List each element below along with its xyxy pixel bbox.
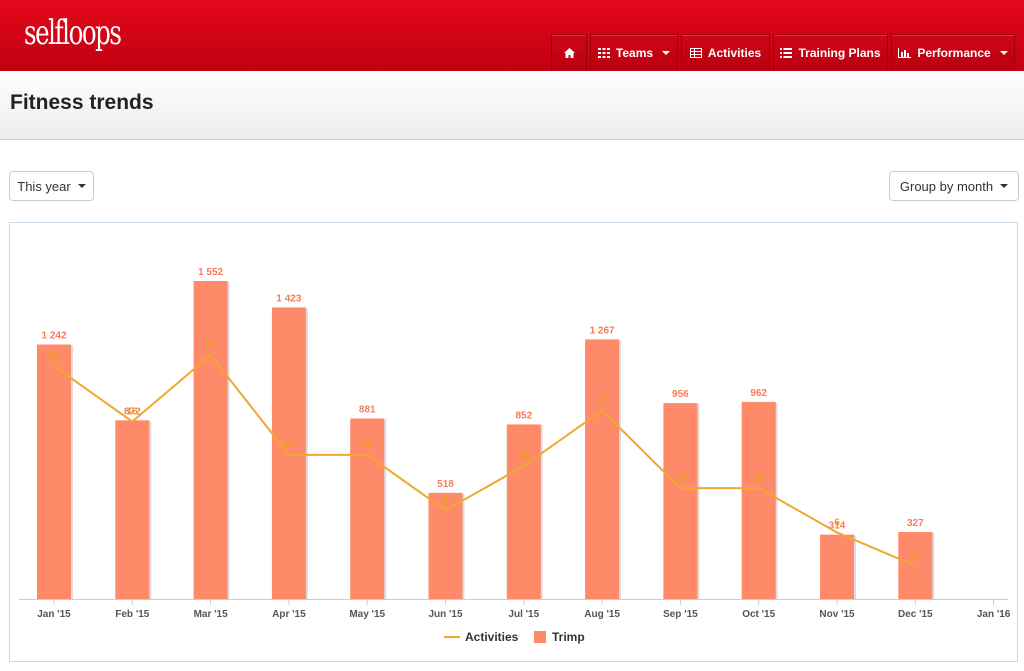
activities-data-label: 10 — [753, 473, 765, 484]
trimp-data-label: 962 — [750, 388, 767, 399]
legend-trimp-swatch — [534, 631, 546, 643]
trimp-data-label: 1 242 — [41, 331, 66, 342]
x-tick-label: Nov '15 — [819, 609, 855, 620]
x-tick-label: Jan '16 — [977, 609, 1011, 620]
trimp-bar — [741, 401, 776, 599]
activities-data-label: 17 — [597, 395, 609, 406]
legend-activities-label: Activities — [465, 630, 519, 644]
logo[interactable]: selfloops — [24, 13, 122, 53]
trimp-data-label: 1 267 — [590, 325, 615, 336]
trimp-data-label: 872 — [124, 406, 141, 417]
nav-performance-label: Performance — [917, 45, 991, 60]
list-icon — [780, 47, 793, 58]
home-icon — [563, 47, 575, 58]
top-navbar: selfloops Teams Activities Training Plan… — [0, 0, 1024, 71]
table-icon — [689, 47, 702, 58]
grouping-dropdown-label: Group by month — [899, 178, 994, 194]
x-tick-label: Jun '15 — [428, 609, 462, 620]
chevron-down-icon — [77, 184, 86, 188]
activities-data-label: 13 — [362, 440, 374, 451]
trimp-data-label: 852 — [515, 410, 532, 421]
period-dropdown[interactable]: This year — [9, 171, 94, 201]
chart-svg: Jan '15 Feb '15 Mar '15 Apr '15 May '15 Jun '… — [19, 267, 1011, 644]
trimp-bar — [428, 492, 463, 599]
nav-teams-label: Teams — [615, 45, 654, 60]
nav-training-plans[interactable]: Training Plans — [773, 34, 888, 70]
x-tick-label: Dec '15 — [898, 609, 933, 620]
chevron-down-icon — [662, 50, 671, 55]
activities-data-label: 22 — [205, 340, 217, 351]
x-tick-label: Oct '15 — [742, 609, 775, 620]
trimp-bar — [193, 281, 228, 599]
home-button[interactable] — [551, 34, 587, 70]
activities-data-label: 10 — [675, 473, 687, 484]
trimp-bar — [506, 424, 541, 599]
activities-data-label: 13 — [283, 440, 295, 451]
trimp-bar — [115, 420, 150, 599]
trimp-data-label: 1 423 — [276, 293, 301, 304]
nav-activities[interactable]: Activities — [681, 34, 770, 70]
trimp-bar — [663, 403, 698, 599]
page-header: Fitness trends — [0, 71, 1024, 140]
trimp-bar — [585, 339, 620, 599]
trimp-data-label: 327 — [907, 518, 924, 529]
trimp-bar — [350, 418, 385, 599]
trimp-data-label: 956 — [672, 389, 689, 400]
grid-icon — [597, 47, 610, 58]
trimp-data-label: 881 — [359, 404, 376, 415]
legend-trimp-label: Trimp — [552, 630, 585, 644]
trimp-data-label: 314 — [829, 521, 846, 532]
nav-activities-label: Activities — [707, 45, 762, 60]
activities-data-label: 12 — [518, 451, 530, 462]
nav-performance[interactable]: Performance — [891, 34, 1015, 70]
x-tick-label: Mar '15 — [194, 609, 229, 620]
page-title: Fitness trends — [10, 91, 154, 114]
activities-data-label: 3 — [913, 551, 919, 562]
trimp-bar — [820, 534, 854, 599]
period-dropdown-label: This year — [17, 178, 71, 194]
activities-data-label: 8 — [443, 495, 449, 506]
x-tick-label: Apr '15 — [272, 609, 306, 620]
fitness-trends-chart: Jan '15 Feb '15 Mar '15 Apr '15 May '15 Jun '… — [9, 222, 1018, 662]
x-tick-label: Jan '15 — [37, 609, 71, 620]
chevron-down-icon — [1000, 184, 1009, 188]
nav-teams[interactable]: Teams — [590, 34, 678, 70]
chevron-down-icon — [999, 50, 1008, 55]
activities-data-label: 6 — [834, 517, 840, 528]
nav-training-plans-label: Training Plans — [798, 45, 881, 60]
trimp-bar — [37, 344, 71, 599]
x-tick-label: Feb '15 — [115, 609, 149, 620]
bar-chart-icon — [898, 47, 912, 58]
x-tick-label: Aug '15 — [584, 609, 620, 620]
activities-line — [53, 353, 916, 567]
activities-data-label: 21 — [48, 351, 60, 362]
grouping-dropdown[interactable]: Group by month — [889, 171, 1019, 201]
x-tick-label: Jul '15 — [508, 609, 539, 620]
activities-data-label: 16 — [127, 407, 139, 418]
trimp-data-label: 518 — [437, 479, 454, 490]
trimp-data-label: 1 552 — [198, 267, 223, 278]
x-tick-label: Sep '15 — [663, 609, 698, 620]
x-tick-label: May '15 — [349, 609, 385, 620]
